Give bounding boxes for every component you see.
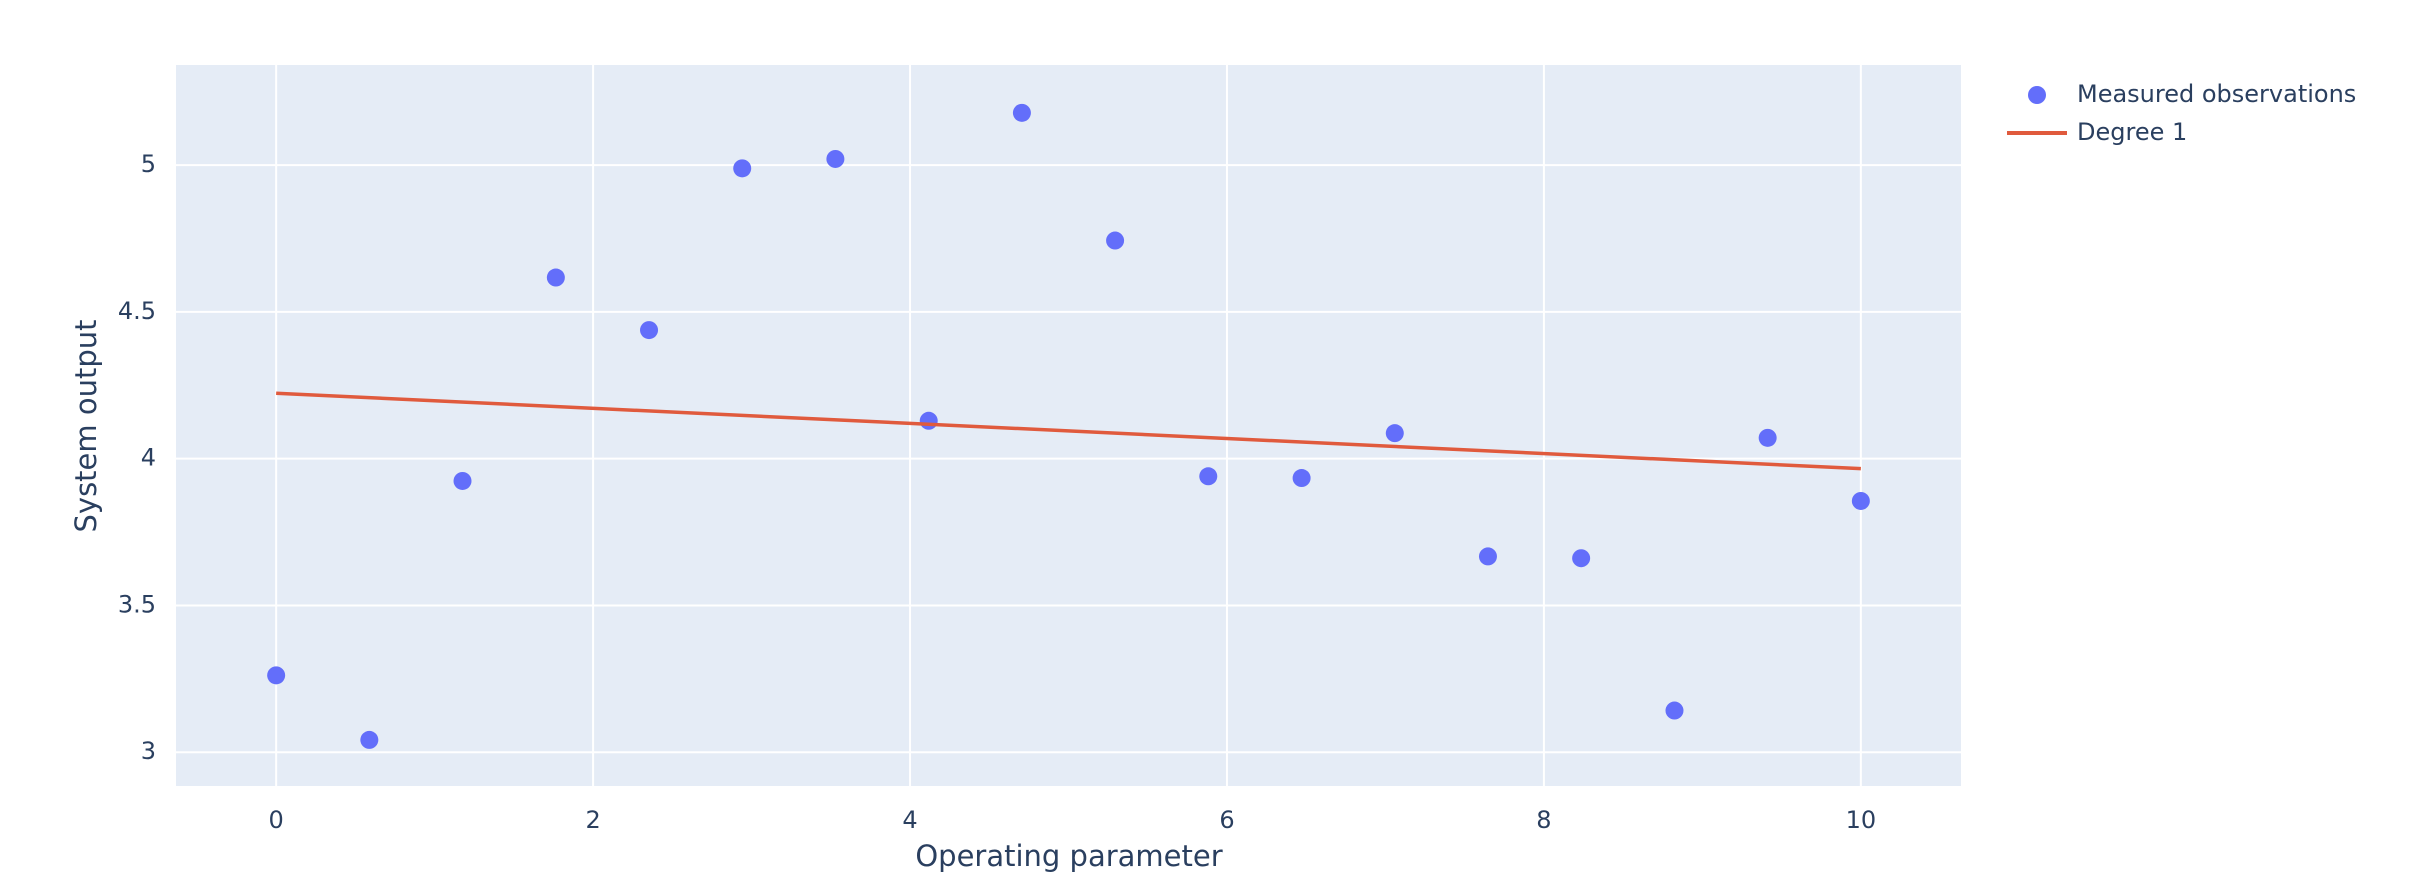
data-point [1199,467,1218,486]
y-tick-label: 3.5 [118,590,156,618]
data-point [826,149,845,168]
y-tick-label: 4.5 [118,297,156,325]
legend-label[interactable]: Degree 1 [2077,118,2187,146]
y-tick-label: 3 [141,737,156,765]
x-tick-label: 0 [269,806,284,834]
y-axis-title: System output [69,319,103,532]
data-point [1385,424,1404,443]
data-point [453,471,472,490]
data-point [1478,547,1497,566]
x-tick-label: 10 [1846,806,1877,834]
y-tick-label: 5 [141,150,156,178]
data-point [1758,428,1777,447]
x-tick-label: 2 [585,806,600,834]
x-tick-label: 6 [1219,806,1234,834]
data-point [1851,491,1870,510]
data-point [1292,469,1311,488]
data-point [546,268,565,287]
data-point [919,411,938,430]
fit-line [276,391,1861,471]
data-point [1012,103,1031,122]
data-point [733,159,752,178]
data-point [1572,549,1591,568]
data-point [267,666,286,685]
legend-label[interactable]: Measured observations [2077,80,2356,108]
x-tick-label: 8 [1536,806,1551,834]
x-axis-title: Operating parameter [915,839,1222,873]
legend-symbol [2028,86,2046,104]
plot-area [176,65,1961,786]
data-point [640,321,659,340]
y-tick-label: 4 [141,444,156,472]
data-point [360,730,379,749]
data-point [1665,701,1684,720]
x-tick-label: 4 [902,806,917,834]
data-point [1106,231,1125,250]
